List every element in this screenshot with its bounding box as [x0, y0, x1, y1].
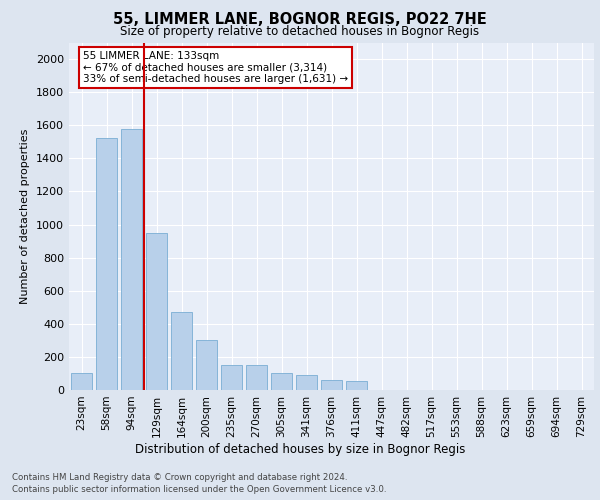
Bar — [171, 312, 192, 390]
Y-axis label: Number of detached properties: Number of detached properties — [20, 128, 31, 304]
Bar — [71, 374, 92, 390]
Bar — [296, 375, 317, 390]
Bar — [246, 365, 267, 390]
Bar — [271, 374, 292, 390]
Bar — [321, 380, 342, 390]
Bar — [146, 233, 167, 390]
Text: Size of property relative to detached houses in Bognor Regis: Size of property relative to detached ho… — [121, 25, 479, 38]
Bar — [221, 365, 242, 390]
Bar — [196, 340, 217, 390]
Text: 55 LIMMER LANE: 133sqm
← 67% of detached houses are smaller (3,314)
33% of semi-: 55 LIMMER LANE: 133sqm ← 67% of detached… — [83, 51, 348, 84]
Text: Contains HM Land Registry data © Crown copyright and database right 2024.: Contains HM Land Registry data © Crown c… — [12, 472, 347, 482]
Bar — [346, 381, 367, 390]
Text: Contains public sector information licensed under the Open Government Licence v3: Contains public sector information licen… — [12, 485, 386, 494]
Bar — [121, 128, 142, 390]
Bar — [96, 138, 117, 390]
Text: Distribution of detached houses by size in Bognor Regis: Distribution of detached houses by size … — [135, 442, 465, 456]
Text: 55, LIMMER LANE, BOGNOR REGIS, PO22 7HE: 55, LIMMER LANE, BOGNOR REGIS, PO22 7HE — [113, 12, 487, 28]
